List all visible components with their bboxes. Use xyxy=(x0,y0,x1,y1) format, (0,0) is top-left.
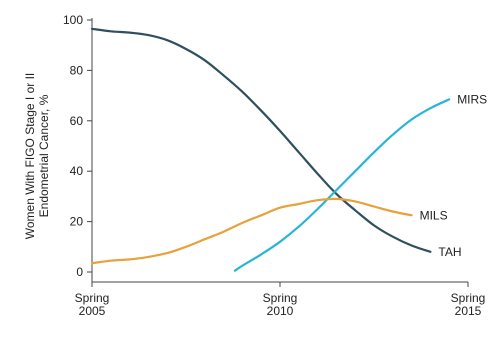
x-tick-label: Spring xyxy=(263,291,298,305)
chart-series xyxy=(90,27,451,272)
series-line-mils xyxy=(90,197,413,265)
x-tick-label: 2010 xyxy=(267,304,294,318)
series-label-mils: MILS xyxy=(420,208,448,222)
y-tick-label: 80 xyxy=(70,63,84,77)
y-axis-title: Women With FIGO Stage I or IIEndometrial… xyxy=(23,73,51,240)
series-line-tah xyxy=(90,27,432,253)
y-axis-title-line: Women With FIGO Stage I or II xyxy=(23,73,37,240)
series-label-mirs: MIRS xyxy=(457,92,487,106)
chart-ticks: 020406080100Spring2005Spring2010Spring20… xyxy=(63,13,485,318)
x-tick-label: Spring xyxy=(75,291,110,305)
y-tick-label: 0 xyxy=(76,265,83,279)
y-axis-title-line: Endometrial Cancer, % xyxy=(37,94,51,217)
x-tick-label: 2015 xyxy=(455,304,482,318)
y-tick-label: 40 xyxy=(70,164,84,178)
y-tick-label: 60 xyxy=(70,114,84,128)
chart-labels: Women With FIGO Stage I or IIEndometrial… xyxy=(23,73,487,259)
x-tick-label: Spring xyxy=(451,291,486,305)
x-tick-label: 2005 xyxy=(79,304,106,318)
y-tick-label: 20 xyxy=(70,215,84,229)
y-tick-label: 100 xyxy=(63,13,83,27)
series-line-mirs xyxy=(233,98,451,272)
series-label-tah: TAH xyxy=(438,245,461,259)
